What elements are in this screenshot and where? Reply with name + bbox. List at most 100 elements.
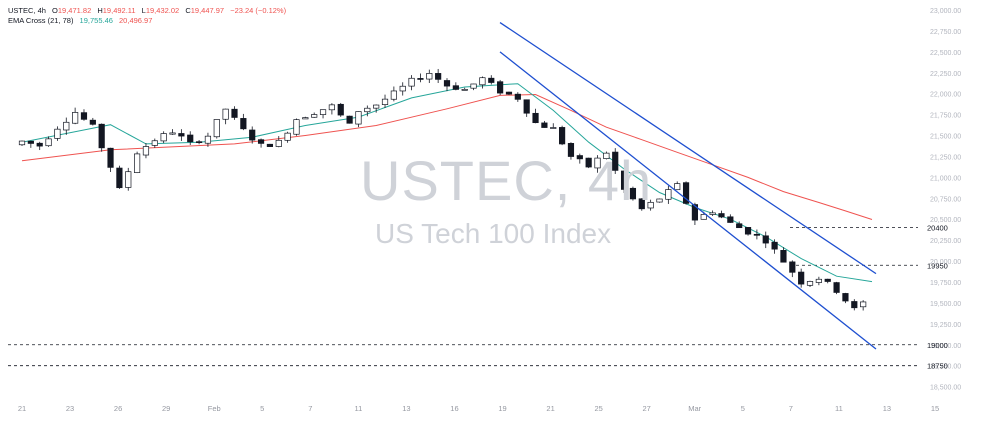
candle[interactable] bbox=[390, 90, 397, 100]
candle[interactable] bbox=[142, 146, 150, 156]
candle[interactable] bbox=[638, 198, 645, 210]
candle[interactable] bbox=[452, 85, 459, 90]
candle[interactable] bbox=[187, 134, 194, 143]
candle[interactable] bbox=[550, 127, 557, 129]
candle[interactable] bbox=[54, 128, 61, 139]
candle[interactable] bbox=[381, 98, 389, 105]
candle[interactable] bbox=[709, 212, 716, 215]
candle[interactable] bbox=[470, 83, 477, 89]
candle[interactable] bbox=[612, 151, 619, 171]
candle[interactable] bbox=[36, 142, 43, 147]
candle[interactable] bbox=[98, 123, 105, 149]
candle[interactable] bbox=[435, 73, 442, 80]
candle[interactable] bbox=[195, 141, 203, 144]
candle[interactable] bbox=[266, 143, 274, 147]
candle[interactable] bbox=[178, 133, 185, 137]
candle[interactable] bbox=[284, 132, 291, 141]
candle[interactable] bbox=[771, 241, 778, 250]
candle[interactable] bbox=[833, 282, 840, 293]
candle[interactable] bbox=[780, 250, 787, 263]
candle[interactable] bbox=[523, 99, 530, 114]
candle[interactable] bbox=[700, 214, 707, 220]
candle[interactable] bbox=[18, 140, 26, 146]
candle[interactable] bbox=[302, 117, 309, 120]
candle[interactable] bbox=[488, 77, 495, 83]
candle[interactable] bbox=[629, 187, 637, 200]
candle[interactable] bbox=[647, 201, 654, 209]
candle[interactable] bbox=[63, 121, 70, 131]
candle[interactable] bbox=[311, 114, 318, 118]
candle[interactable] bbox=[125, 171, 132, 188]
candle[interactable] bbox=[585, 157, 592, 168]
candle[interactable] bbox=[80, 112, 88, 120]
candle[interactable] bbox=[373, 104, 380, 109]
candle[interactable] bbox=[620, 170, 628, 190]
candle[interactable] bbox=[842, 293, 849, 302]
candle[interactable] bbox=[461, 88, 468, 91]
candle[interactable] bbox=[727, 216, 734, 223]
candle[interactable] bbox=[762, 235, 769, 244]
candle[interactable] bbox=[160, 133, 167, 142]
candle[interactable] bbox=[328, 104, 335, 111]
candle[interactable] bbox=[541, 122, 548, 128]
candle[interactable] bbox=[736, 223, 743, 229]
candle[interactable] bbox=[789, 261, 796, 273]
candle[interactable] bbox=[691, 204, 699, 221]
candle[interactable] bbox=[851, 301, 858, 309]
candle[interactable] bbox=[337, 103, 344, 116]
candle[interactable] bbox=[72, 112, 79, 124]
candle[interactable] bbox=[134, 153, 141, 173]
candle[interactable] bbox=[426, 73, 433, 80]
channel-upper-line[interactable] bbox=[499, 22, 877, 275]
candle[interactable] bbox=[169, 132, 176, 135]
candle[interactable] bbox=[107, 147, 114, 168]
candle[interactable] bbox=[744, 227, 752, 235]
candle[interactable] bbox=[27, 140, 34, 144]
candle[interactable] bbox=[417, 78, 424, 80]
candle[interactable] bbox=[798, 271, 805, 285]
candle[interactable] bbox=[45, 138, 52, 147]
candle[interactable] bbox=[408, 77, 415, 87]
candle[interactable] bbox=[806, 281, 814, 286]
candle[interactable] bbox=[753, 233, 760, 236]
candle[interactable] bbox=[718, 213, 725, 218]
candle[interactable] bbox=[293, 119, 300, 135]
candle[interactable] bbox=[682, 182, 690, 204]
candle[interactable] bbox=[603, 152, 610, 159]
channel-lower-line[interactable] bbox=[499, 51, 877, 350]
candle[interactable] bbox=[222, 108, 229, 120]
candle[interactable] bbox=[567, 143, 575, 157]
candle[interactable] bbox=[824, 278, 831, 282]
candle[interactable] bbox=[532, 112, 539, 124]
candle[interactable] bbox=[231, 108, 238, 118]
candle[interactable] bbox=[497, 81, 504, 94]
candle[interactable] bbox=[576, 155, 583, 160]
candle[interactable] bbox=[860, 301, 867, 308]
candle[interactable] bbox=[399, 85, 406, 92]
candle[interactable] bbox=[479, 77, 486, 86]
candle[interactable] bbox=[89, 119, 96, 125]
candle[interactable] bbox=[443, 80, 451, 87]
candle[interactable] bbox=[674, 183, 681, 191]
candle[interactable] bbox=[213, 119, 220, 138]
candle[interactable] bbox=[346, 115, 353, 124]
candle[interactable] bbox=[505, 91, 513, 95]
candle[interactable] bbox=[275, 139, 282, 147]
candle[interactable] bbox=[364, 107, 371, 113]
candle[interactable] bbox=[355, 111, 362, 125]
candle[interactable] bbox=[815, 278, 822, 283]
y-tick-label: 20,000.00 bbox=[930, 259, 961, 266]
candle[interactable] bbox=[240, 118, 247, 130]
candle[interactable] bbox=[514, 93, 521, 100]
candle[interactable] bbox=[249, 129, 256, 141]
candle[interactable] bbox=[594, 157, 601, 169]
candle[interactable] bbox=[319, 109, 327, 115]
candle[interactable] bbox=[665, 189, 672, 200]
candle[interactable] bbox=[116, 167, 123, 189]
candle[interactable] bbox=[257, 139, 265, 144]
candle[interactable] bbox=[656, 198, 663, 203]
candle[interactable] bbox=[204, 135, 212, 144]
candle[interactable] bbox=[559, 127, 566, 145]
candle[interactable] bbox=[151, 140, 158, 146]
